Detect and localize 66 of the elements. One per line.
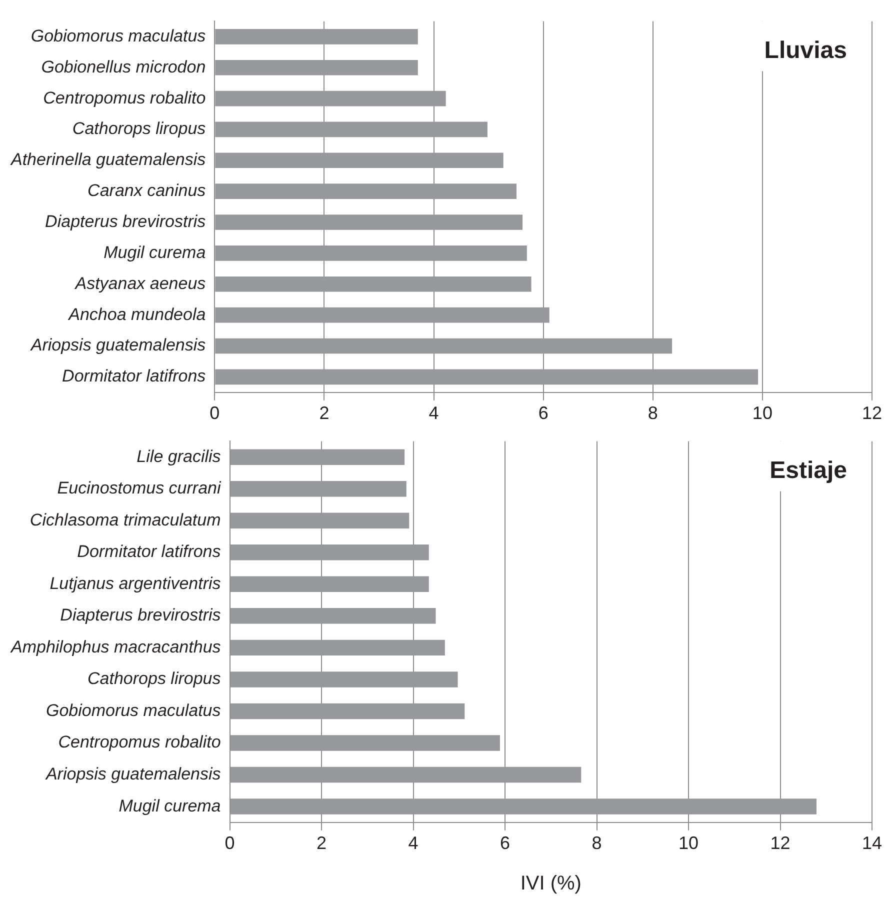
y-tick-label: Gobionellus microdon (41, 57, 206, 76)
y-tick-label: Dormitator latifrons (77, 542, 222, 562)
y-tick-label: Eucinostomus currani (57, 478, 222, 498)
bar (215, 338, 672, 354)
bar (215, 90, 446, 106)
bar (230, 672, 458, 688)
bar (215, 29, 418, 44)
x-tick-label: 8 (648, 403, 658, 424)
y-tick-label: Anchoa mundeola (68, 304, 206, 324)
bar (230, 766, 582, 783)
bar (215, 369, 758, 385)
y-tick-label: Ariopsis guatemalensis (30, 336, 206, 355)
y-tick-label: Gobiomorus maculatus (30, 26, 206, 46)
bar (230, 735, 500, 751)
bar (215, 246, 527, 261)
y-tick-label: Gobiomorus maculatus (46, 700, 222, 720)
y-tick-label: Caranx caninus (88, 181, 206, 200)
bar (215, 60, 418, 76)
y-tick-label: Centropomus robalito (58, 732, 221, 752)
y-tick-label: Diapterus brevirostris (60, 606, 222, 625)
y-tick-label: Mugil curema (104, 242, 206, 262)
y-tick-label: Centropomus robalito (43, 88, 206, 108)
bar (215, 152, 504, 168)
x-tick-label: 2 (319, 403, 330, 424)
bar (230, 512, 410, 528)
bar (230, 480, 406, 497)
x-tick-label: 0 (224, 833, 235, 854)
bar (215, 214, 523, 230)
x-tick-label: 2 (316, 833, 327, 854)
x-tick-label: 0 (210, 403, 220, 424)
y-tick-label: Cichlasoma trimaculatum (30, 510, 221, 530)
y-tick-label: Amphilophus macracanthus (10, 637, 222, 656)
x-tick-label: 12 (770, 833, 790, 854)
bar (230, 576, 429, 592)
x-tick-label: 4 (408, 833, 418, 854)
bar (230, 798, 816, 814)
y-tick-label: Ariopsis guatemalensis (44, 764, 222, 784)
y-tick-label: Lutjanus argentiventris (50, 574, 222, 593)
bar (215, 184, 516, 199)
x-tick-label: 10 (752, 403, 772, 424)
x-tick-label: 4 (428, 403, 439, 424)
y-tick-label: Astyanax aeneus (74, 274, 206, 293)
x-tick-label: 10 (678, 833, 699, 854)
x-tick-label: 6 (538, 403, 548, 424)
text: Estiaje (770, 456, 847, 484)
x-axis-title: IVI (%) (520, 872, 582, 895)
y-tick-label: Mugil curema (118, 796, 221, 816)
y-tick-label: Cathorops liropus (88, 669, 222, 688)
x-tick-label: 12 (862, 403, 882, 424)
y-tick-label: Lile gracilis (136, 446, 222, 466)
bar (230, 544, 429, 560)
bar (215, 307, 550, 323)
y-tick-label: Atherinella guatemalensis (10, 150, 206, 170)
bar (215, 122, 488, 138)
x-tick-label: 6 (500, 833, 510, 854)
y-tick-label: Cathorops liropus (72, 119, 206, 138)
bar (230, 703, 465, 720)
y-tick-label: Dormitator latifrons (62, 366, 206, 386)
x-tick-label: 14 (862, 833, 882, 854)
x-tick-label: 8 (592, 833, 602, 854)
y-tick-label: Diapterus brevirostris (45, 212, 206, 231)
bar (230, 640, 445, 656)
bar (215, 276, 532, 292)
text: Lluvias (764, 36, 847, 64)
bar (230, 608, 436, 624)
bar (230, 449, 405, 465)
